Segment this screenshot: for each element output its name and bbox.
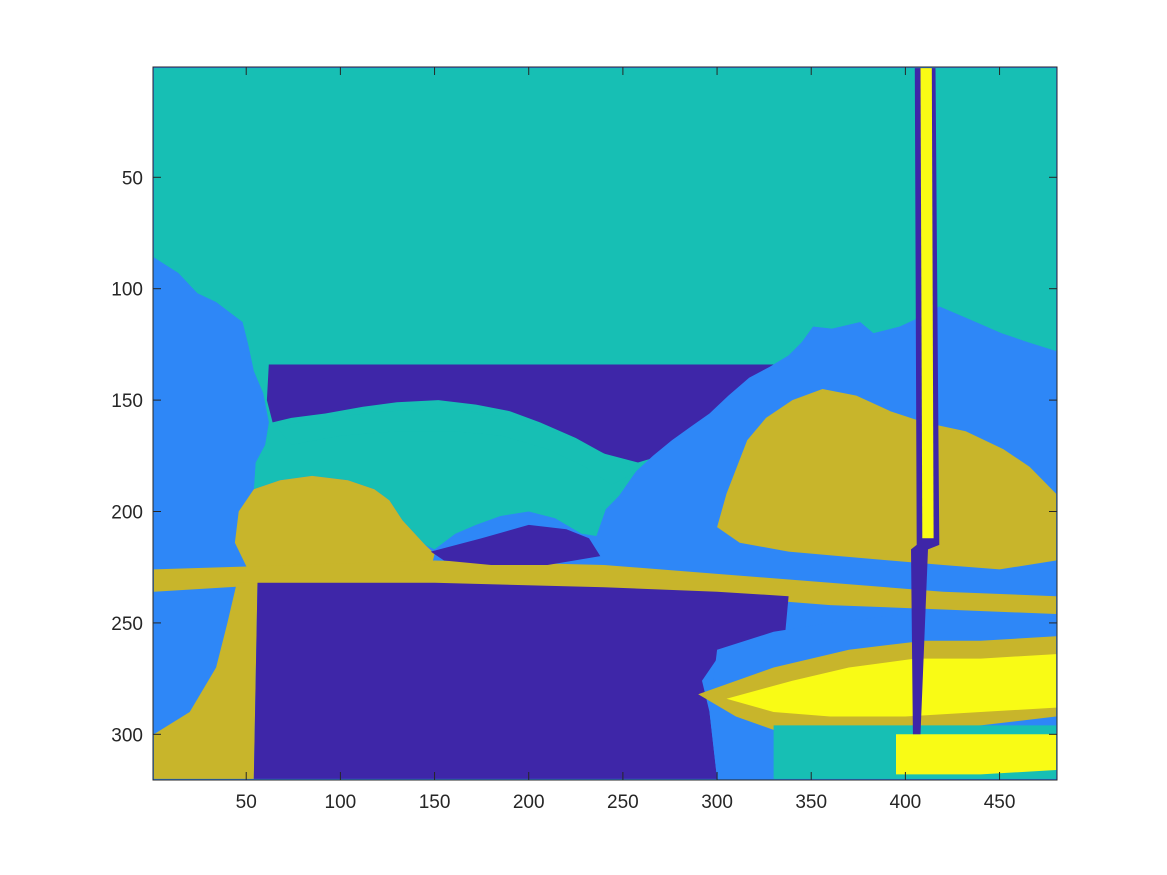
region-water <box>253 582 789 779</box>
x-tick-label: 450 <box>984 792 1016 813</box>
x-tick-label: 350 <box>795 792 827 813</box>
axes-box <box>152 66 1058 781</box>
image-area <box>153 67 1057 780</box>
x-axis: 50 100 150 200 250 300 350 400 450 <box>236 67 1016 813</box>
region-right-ochre <box>717 389 1057 570</box>
region-mast <box>920 68 934 539</box>
region-boat-lower-hi <box>896 734 1057 775</box>
x-tick-label: 400 <box>890 792 922 813</box>
y-tick-label: 300 <box>111 725 143 746</box>
x-tick-label: 300 <box>701 792 733 813</box>
x-tick-label: 150 <box>419 792 451 813</box>
region-left-foreground <box>153 582 258 779</box>
y-tick-label: 200 <box>111 503 143 524</box>
region-left-slope <box>234 475 435 577</box>
y-axis: 50 100 150 200 250 300 <box>111 168 1057 746</box>
x-tick-label: 100 <box>325 792 357 813</box>
region-arch-opening <box>276 409 638 485</box>
y-tick-label: 250 <box>111 614 143 635</box>
region-shoreline <box>153 560 1057 614</box>
y-tick-label: 100 <box>111 280 143 301</box>
y-tick-label: 150 <box>111 391 143 412</box>
x-tick-label: 200 <box>513 792 545 813</box>
region-distant-water <box>430 524 601 565</box>
x-tick-label: 250 <box>607 792 639 813</box>
region-bridge-deck <box>266 364 789 463</box>
region-boat-deck <box>726 654 1057 717</box>
y-tick-label: 50 <box>122 168 143 189</box>
x-tick-label: 50 <box>236 792 257 813</box>
